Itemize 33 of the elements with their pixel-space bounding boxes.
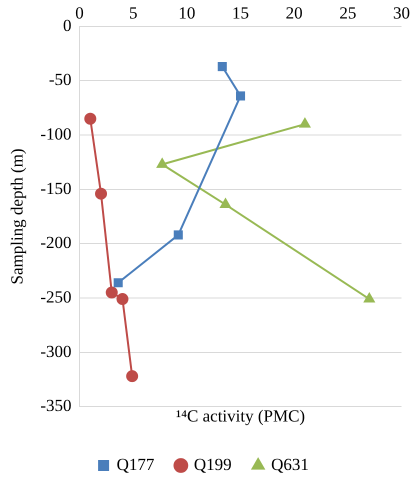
y-tick-label: -350 — [40, 396, 72, 416]
x-tick-label: 25 — [339, 4, 356, 23]
y-tick-label: 0 — [63, 16, 72, 35]
point — [84, 112, 96, 125]
x-tick-label: 30 — [393, 4, 410, 23]
y-tick-label: -200 — [40, 233, 72, 252]
x-tick-label: 5 — [128, 4, 138, 23]
y-tick-label: -300 — [40, 342, 72, 361]
x-tick-label: 0 — [75, 4, 84, 23]
x-tick-label: 15 — [232, 4, 250, 23]
y-tick-label: -150 — [40, 178, 72, 198]
point — [236, 91, 246, 100]
point — [126, 370, 138, 382]
point — [220, 198, 231, 208]
point — [114, 278, 123, 288]
y-tick-label: -100 — [40, 124, 72, 144]
y-tick-label: -50 — [48, 70, 72, 90]
point — [218, 62, 227, 72]
legend-label: Q631 — [271, 454, 309, 474]
legend-label: Q177 — [116, 454, 155, 474]
x-axis-title: ¹⁴C activity (PMC) — [176, 406, 306, 426]
point — [174, 230, 183, 240]
point — [95, 188, 108, 200]
point — [116, 293, 128, 306]
y-tick-label: -250 — [40, 287, 72, 306]
point — [106, 286, 118, 299]
x-tick-label: 20 — [286, 4, 303, 23]
point — [156, 158, 168, 168]
point — [300, 118, 310, 128]
legend-label: Q199 — [194, 454, 232, 474]
y-axis-title: Sampling depth (m) — [8, 148, 27, 284]
point — [364, 293, 375, 303]
x-tick-label: 10 — [178, 4, 196, 23]
